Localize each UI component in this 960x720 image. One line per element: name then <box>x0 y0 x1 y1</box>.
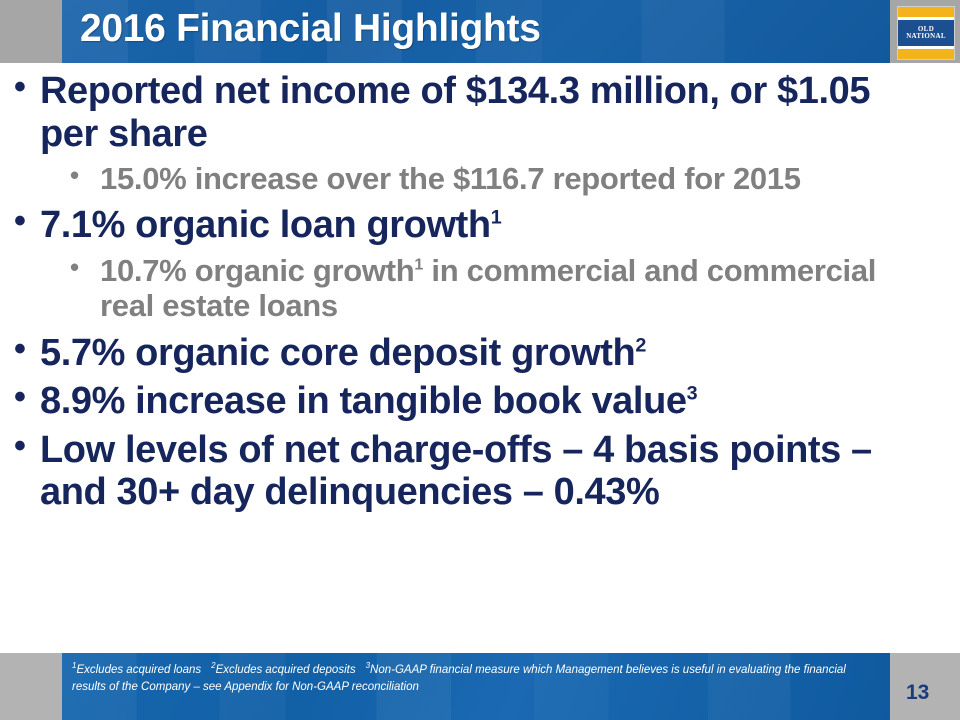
footnotes: 1Excludes acquired loans 2Excludes acquir… <box>72 660 872 695</box>
footer-blue-band <box>62 653 890 720</box>
footnote-ref-3: 3 <box>686 382 698 405</box>
footer-bar: 1Excludes acquired loans 2Excludes acquir… <box>0 653 960 720</box>
page-title: 2016 Financial Highlights <box>80 7 541 50</box>
footnote-ref-1: 1 <box>490 206 502 229</box>
footnote-text-2: Excludes acquired deposits <box>215 663 356 676</box>
bullet-text: 7.1% organic loan growth <box>40 204 491 247</box>
bullet-text: Low levels of net charge-offs – 4 basis … <box>40 428 872 514</box>
logo-divider-top <box>898 17 954 20</box>
bullet-text: Reported net income of $134.3 million, o… <box>40 70 871 155</box>
bullet-text: 15.0% increase over the $116.7 reported … <box>100 161 801 197</box>
bullet-item-organic-loan-growth: 7.1% organic loan growth1 <box>0 202 960 247</box>
footnote-marker-2: 2 <box>211 661 216 670</box>
sub-bullet-item-commercial-growth: 10.7% organic growth1 in commercial and … <box>0 252 960 324</box>
sub-bullet-item-net-income-increase: 15.0% increase over the $116.7 reported … <box>0 160 960 197</box>
bullet-item-core-deposit-growth: 5.7% organic core deposit growth2 <box>0 330 960 375</box>
footnote-marker-1: 1 <box>72 661 77 670</box>
footnote-text-1: Excludes acquired loans <box>76 663 202 676</box>
logo-gold-bar-top <box>898 7 954 17</box>
title-bar: 2016 Financial Highlights OLD NATIONAL <box>0 0 960 63</box>
footnote-ref-1: 1 <box>414 255 424 274</box>
logo-divider-bottom <box>898 46 954 49</box>
slide-body: Reported net income of $134.3 million, o… <box>0 68 960 520</box>
logo-text-old: OLD <box>917 24 935 33</box>
logo-text-national: NATIONAL <box>906 32 946 40</box>
logo-gold-bar-bottom <box>898 49 954 59</box>
bullet-text: 8.9% increase in tangible book value <box>40 380 687 423</box>
bullet-item-net-income: Reported net income of $134.3 million, o… <box>0 68 960 155</box>
footnote-marker-3: 3 <box>365 661 371 670</box>
bullet-text: 5.7% organic core deposit growth <box>40 331 636 374</box>
footnote-ref-2: 2 <box>635 333 646 356</box>
bullet-text-after: in commercial and commercial real estate… <box>100 252 877 324</box>
bullet-item-charge-offs: Low levels of net charge-offs – 4 basis … <box>0 427 960 514</box>
page-number: 13 <box>906 681 930 704</box>
bullet-text-before: 10.7% organic growth <box>100 252 415 288</box>
title-bar-blue-band <box>62 0 890 63</box>
bullet-item-tangible-book-value: 8.9% increase in tangible book value3 <box>0 378 960 423</box>
footnote-text-3: Non-GAAP financial measure which Managem… <box>72 663 846 693</box>
logo-wordmark-box: OLD NATIONAL <box>898 20 954 46</box>
old-national-logo: OLD NATIONAL <box>897 6 955 60</box>
